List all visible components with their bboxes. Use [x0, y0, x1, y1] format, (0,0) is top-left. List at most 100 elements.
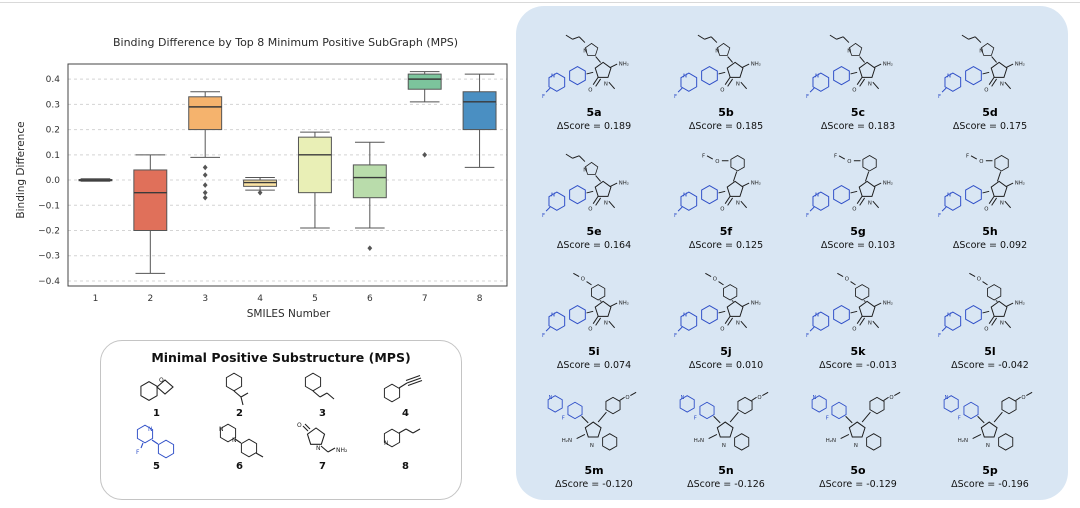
mps-structure-icon	[373, 420, 439, 464]
molecule-label: 5e	[586, 225, 602, 239]
molecule-score: ΔScore = 0.010	[688, 359, 764, 371]
molecule-structure	[796, 389, 920, 465]
svg-text:−0.4: −0.4	[38, 277, 60, 287]
mps-item: 1	[115, 367, 198, 419]
molecule-score: ΔScore = 0.074	[556, 359, 632, 371]
mps-panel: Minimal Positive Substructure (MPS) 1 2 …	[100, 340, 462, 500]
mps-item-label: 5	[153, 461, 160, 472]
chart-title: Binding Difference by Top 8 Minimum Posi…	[112, 36, 459, 49]
molecule-score: ΔScore = 0.189	[556, 120, 632, 132]
svg-text:0.3: 0.3	[46, 100, 60, 110]
molecule-score: ΔScore = -0.126	[687, 479, 765, 490]
mps-item-label: 2	[236, 408, 243, 419]
molecule-card: 5d ΔScore = 0.175	[924, 14, 1056, 134]
molecule-structure	[928, 389, 1052, 465]
molecule-card: 5a ΔScore = 0.189	[528, 14, 660, 134]
molecule-label: 5p	[982, 464, 998, 478]
molecule-structure	[532, 150, 656, 226]
molecule-label: 5k	[850, 344, 866, 358]
mps-item: 5	[115, 420, 198, 472]
svg-text:7: 7	[422, 294, 428, 304]
molecule-structure	[928, 150, 1052, 226]
molecule-label: 5n	[718, 464, 734, 478]
molecule-structure	[532, 31, 656, 107]
molecules-grid: 5a ΔScore = 0.189 5b ΔScore = 0.185 5c Δ…	[528, 14, 1056, 492]
mps-item: 4	[364, 367, 447, 419]
molecule-card: 5f ΔScore = 0.125	[660, 134, 792, 254]
molecule-label: 5j	[720, 344, 732, 358]
molecules-panel: 5a ΔScore = 0.189 5b ΔScore = 0.185 5c Δ…	[516, 6, 1068, 500]
molecule-structure	[532, 389, 656, 465]
mps-structure-icon	[290, 420, 356, 464]
mps-panel-title: Minimal Positive Substructure (MPS)	[151, 350, 411, 365]
molecule-structure	[664, 31, 788, 107]
svg-text:−0.1: −0.1	[38, 201, 60, 211]
mps-item: 2	[198, 367, 281, 419]
molecule-score: ΔScore = 0.164	[556, 240, 632, 251]
mps-structure-icon	[373, 367, 439, 411]
molecule-label: 5f	[719, 225, 733, 239]
molecule-score: ΔScore = 0.175	[952, 120, 1028, 132]
svg-text:0.4: 0.4	[46, 75, 61, 85]
molecule-card: 5m ΔScore = -0.120	[528, 373, 660, 493]
molecule-structure	[664, 150, 788, 226]
molecule-card: 5h ΔScore = 0.092	[924, 134, 1056, 254]
molecule-structure	[664, 389, 788, 465]
molecule-card: 5p ΔScore = -0.196	[924, 373, 1056, 493]
molecule-score: ΔScore = 0.125	[688, 240, 764, 251]
molecule-card: 5b ΔScore = 0.185	[660, 14, 792, 134]
molecule-card: 5e ΔScore = 0.164	[528, 134, 660, 254]
svg-text:6: 6	[367, 294, 373, 304]
molecule-score: ΔScore = 0.103	[820, 240, 896, 251]
mps-structure-icon	[207, 367, 273, 411]
mps-item: 7	[281, 420, 364, 472]
mps-item-label: 4	[402, 408, 409, 419]
svg-text:0.1: 0.1	[46, 151, 60, 161]
molecule-structure	[928, 31, 1052, 107]
mps-item-label: 6	[236, 461, 243, 472]
mps-item-label: 7	[319, 461, 326, 472]
molecule-card: 5j ΔScore = 0.010	[660, 253, 792, 373]
x-axis-label: SMILES Number	[246, 308, 331, 320]
molecule-label: 5g	[850, 225, 866, 239]
molecule-score: ΔScore = -0.120	[555, 479, 633, 490]
molecule-score: ΔScore = 0.092	[952, 240, 1028, 251]
molecule-structure	[532, 270, 656, 346]
top-divider	[0, 2, 1080, 3]
molecule-label: 5m	[584, 464, 604, 478]
molecule-label: 5i	[588, 344, 600, 358]
molecule-label: 5d	[982, 105, 998, 119]
molecule-score: ΔScore = 0.185	[688, 120, 764, 132]
molecule-structure	[796, 31, 920, 107]
molecule-score: ΔScore = -0.013	[819, 359, 897, 371]
molecule-label: 5b	[718, 105, 734, 119]
molecule-label: 5a	[586, 105, 602, 119]
mps-structure-icon	[290, 367, 356, 411]
molecule-card: 5k ΔScore = -0.013	[792, 253, 924, 373]
svg-text:0.2: 0.2	[46, 126, 60, 136]
svg-text:8: 8	[477, 294, 483, 304]
svg-text:−0.3: −0.3	[38, 252, 60, 262]
molecule-card: 5g ΔScore = 0.103	[792, 134, 924, 254]
mps-item: 8	[364, 420, 447, 472]
molecule-card: 5i ΔScore = 0.074	[528, 253, 660, 373]
molecule-score: ΔScore = -0.129	[819, 479, 897, 490]
boxplot-section: Binding Difference by Top 8 Minimum Posi…	[8, 36, 513, 326]
mps-item-label: 3	[319, 408, 326, 419]
molecule-label: 5o	[850, 464, 866, 478]
molecule-label: 5h	[982, 225, 998, 239]
mps-structure-icon	[207, 420, 273, 464]
mps-item-label: 8	[402, 461, 409, 472]
molecule-score: ΔScore = 0.183	[820, 120, 896, 132]
svg-text:1: 1	[93, 294, 99, 304]
svg-text:0.0: 0.0	[46, 176, 61, 186]
mps-item: 3	[281, 367, 364, 419]
molecule-score: ΔScore = -0.042	[951, 359, 1029, 371]
mps-item-label: 1	[153, 408, 160, 419]
molecule-structure	[796, 150, 920, 226]
svg-text:5: 5	[312, 294, 318, 304]
molecule-card: 5l ΔScore = -0.042	[924, 253, 1056, 373]
molecule-structure	[796, 270, 920, 346]
molecule-label: 5c	[850, 105, 866, 119]
